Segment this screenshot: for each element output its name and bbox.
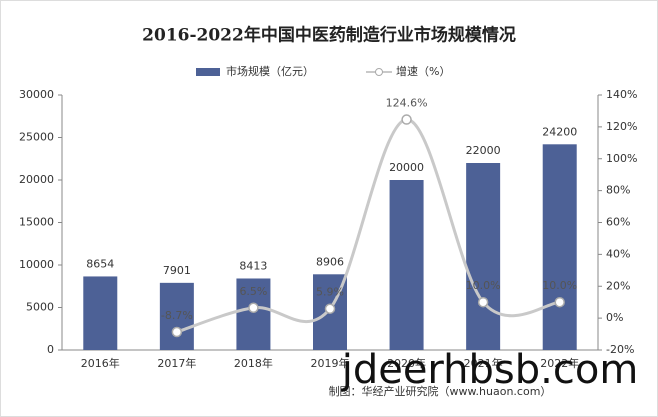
bar xyxy=(542,144,577,350)
bar-label: 8654 xyxy=(86,257,114,270)
line-point xyxy=(171,326,183,338)
y2-tick-label: 120% xyxy=(606,120,637,133)
bar-label: 8906 xyxy=(316,255,344,268)
bar-label: 8413 xyxy=(239,259,267,272)
legend-swatch xyxy=(196,68,220,76)
x-tick-label: 2020年 xyxy=(387,356,426,370)
bar-label: 22000 xyxy=(466,144,501,157)
line-point xyxy=(401,114,412,125)
legend-label: 市场规模（亿元） xyxy=(226,64,314,78)
y-tick-label: 20000 xyxy=(19,173,54,186)
x-tick-label: 2017年 xyxy=(157,356,196,370)
y-tick-label: 0 xyxy=(47,343,54,356)
bar xyxy=(389,180,424,350)
y2-tick-label: 40% xyxy=(606,247,630,260)
y-tick-label: 25000 xyxy=(19,131,54,144)
bar xyxy=(466,163,501,350)
bar xyxy=(83,276,118,350)
x-tick-label: 2019年 xyxy=(311,356,350,370)
y2-tick-label: 140% xyxy=(606,88,637,101)
line-point xyxy=(248,302,259,314)
legend-label: 增速（%） xyxy=(396,64,450,78)
legend-marker xyxy=(375,68,383,76)
bar xyxy=(159,282,194,350)
watermark: jdeerhbsb.com xyxy=(341,347,639,393)
line-label: 5.9% xyxy=(316,286,344,299)
line-label: -8.7% xyxy=(161,309,193,322)
x-tick-label: 2018年 xyxy=(234,356,273,370)
x-tick-label: 2022年 xyxy=(540,356,579,370)
x-tick-label: 2016年 xyxy=(81,356,120,370)
line-label: 6.5% xyxy=(239,285,267,298)
line-label: 10.0% xyxy=(466,279,501,292)
y2-tick-label: 60% xyxy=(606,216,630,229)
bar-label: 24200 xyxy=(542,125,577,138)
y2-tick-label: -20% xyxy=(606,343,634,356)
y2-tick-label: 80% xyxy=(606,184,630,197)
y-tick-label: 10000 xyxy=(19,258,54,271)
y-tick-label: 15000 xyxy=(19,216,54,229)
y2-tick-label: 0% xyxy=(606,311,623,324)
x-tick-label: 2021年 xyxy=(464,356,503,370)
source: 制图：华经产业研究院（www.huaon.com） xyxy=(329,384,552,398)
line-label: 10.0% xyxy=(542,279,577,292)
line-label: 124.6% xyxy=(386,97,428,110)
bar-label: 20000 xyxy=(389,161,424,174)
y-tick-label: 5000 xyxy=(26,301,54,314)
y-tick-label: 30000 xyxy=(19,88,54,101)
line-point xyxy=(554,296,565,308)
bar-label: 7901 xyxy=(163,264,191,277)
chart-title: 2016-2022年中国中医药制造行业市场规模情况 xyxy=(142,25,516,46)
y2-tick-label: 20% xyxy=(606,279,630,292)
bar xyxy=(236,278,271,350)
y2-tick-label: 100% xyxy=(606,152,637,165)
line-point xyxy=(477,296,489,308)
line-point xyxy=(324,303,336,314)
